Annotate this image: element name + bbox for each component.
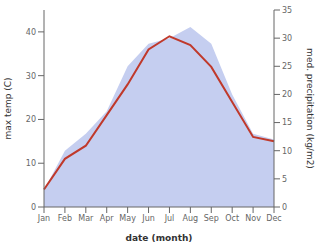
svg-text:15: 15: [282, 118, 292, 127]
svg-text:Feb: Feb: [58, 214, 72, 223]
svg-text:30: 30: [26, 72, 36, 81]
svg-text:Sep: Sep: [204, 214, 219, 223]
svg-text:Aug: Aug: [183, 214, 199, 223]
svg-text:10: 10: [282, 147, 292, 156]
svg-text:0: 0: [282, 203, 287, 212]
svg-text:Jul: Jul: [164, 214, 175, 223]
svg-text:Jan: Jan: [37, 214, 50, 223]
svg-text:35: 35: [282, 6, 292, 15]
svg-text:20: 20: [26, 115, 36, 124]
svg-text:May: May: [119, 214, 136, 223]
svg-text:0: 0: [31, 203, 36, 212]
svg-text:Apr: Apr: [100, 214, 115, 223]
svg-text:med. precipitation (kg/m2): med. precipitation (kg/m2): [305, 48, 310, 169]
svg-text:40: 40: [26, 28, 36, 37]
svg-text:30: 30: [282, 34, 292, 43]
svg-text:date (month): date (month): [126, 233, 193, 243]
svg-text:Oct: Oct: [225, 214, 239, 223]
svg-text:Mar: Mar: [78, 214, 94, 223]
svg-text:Nov: Nov: [245, 214, 261, 223]
svg-text:5: 5: [282, 175, 287, 184]
svg-text:10: 10: [26, 159, 36, 168]
svg-text:20: 20: [282, 90, 292, 99]
svg-text:max temp (C): max temp (C): [8, 77, 13, 139]
svg-text:25: 25: [282, 62, 292, 71]
svg-text:Jun: Jun: [141, 214, 155, 223]
svg-text:Dec: Dec: [266, 214, 281, 223]
